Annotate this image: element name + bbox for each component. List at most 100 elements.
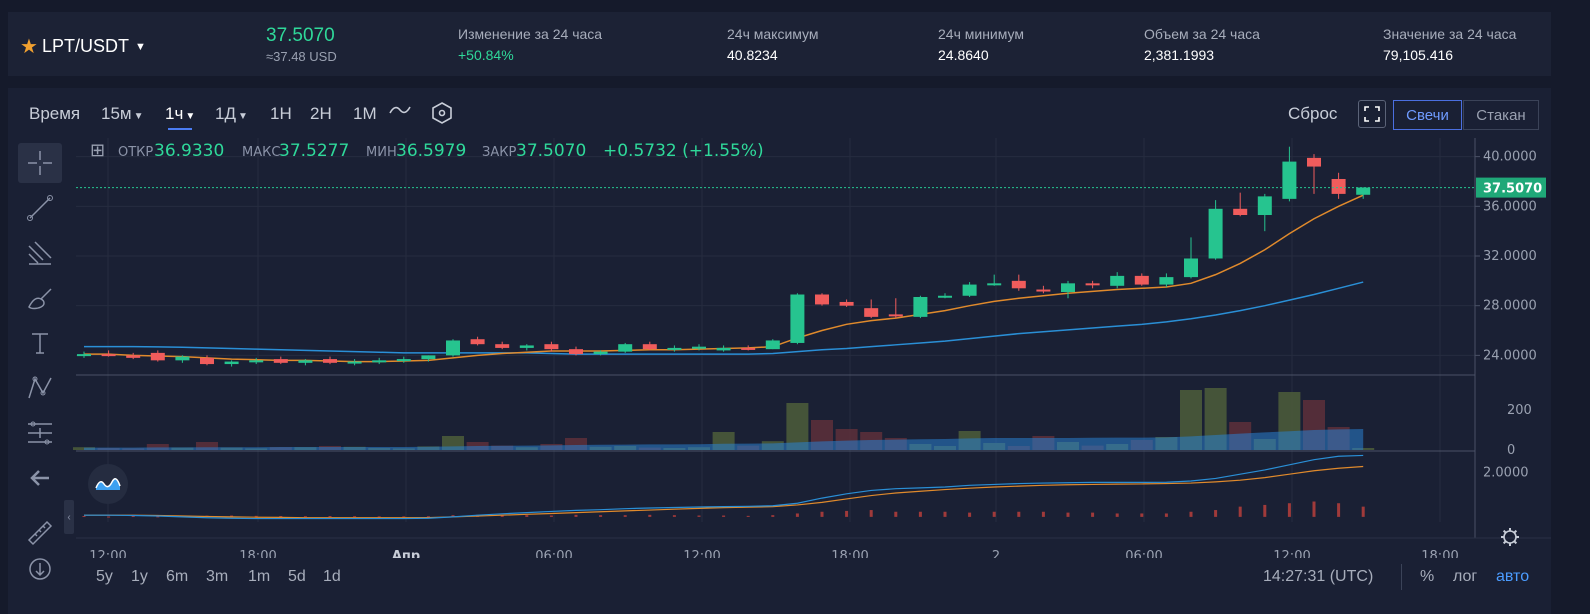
range-6m[interactable]: 6m	[166, 568, 189, 585]
ma-slow-line	[84, 281, 1364, 355]
time-tick-label: 18:00	[239, 549, 276, 558]
indicator-histogram-bar	[1164, 513, 1168, 517]
caret-down-icon[interactable]: ▼	[237, 111, 248, 122]
collapse-tools-icon[interactable]: ‹	[64, 500, 74, 534]
interval-1h[interactable]: 1ч ▼	[165, 104, 195, 124]
indicator-line-fast	[84, 454, 1364, 520]
candle-body	[470, 339, 485, 345]
indicator-histogram-bar	[549, 515, 553, 517]
time-tick-label: 06:00	[1125, 549, 1162, 558]
range-3m[interactable]: 3m	[206, 568, 229, 585]
ohlc-close-value: 37.5070	[516, 141, 586, 161]
range-1d[interactable]: 1d	[323, 568, 341, 585]
candle-body	[77, 354, 91, 357]
candle-body	[1356, 187, 1371, 195]
stat-volume: Объем за 24 часа 2,381.1993	[1144, 26, 1260, 63]
candles-tab[interactable]: Свечи	[1393, 100, 1462, 130]
stat-label: 24ч максимум	[727, 26, 819, 42]
star-icon[interactable]: ★	[20, 36, 38, 58]
range-1m[interactable]: 1m	[248, 568, 271, 585]
candle-body	[888, 314, 903, 317]
candle-body	[1307, 157, 1321, 167]
caret-down-icon[interactable]: ▼	[133, 111, 144, 122]
log-toggle[interactable]: лог	[1453, 568, 1478, 585]
interval-2w[interactable]: 2Н	[310, 104, 332, 123]
indicator-histogram-bar	[943, 511, 947, 517]
settings-gear-icon[interactable]	[1501, 528, 1519, 546]
candle-body	[421, 355, 436, 360]
interval-1mo[interactable]: 1М	[353, 104, 377, 123]
chart-type-line-icon[interactable]	[388, 102, 412, 123]
trend-line-icon[interactable]	[18, 188, 62, 228]
ohlc-high-value: 37.5277	[279, 141, 349, 161]
candle-body	[224, 361, 239, 365]
range-1y[interactable]: 1y	[131, 568, 148, 585]
indicator-histogram-bar	[722, 515, 726, 517]
indicator-histogram-bar	[1214, 510, 1218, 517]
indicator-histogram-bar	[279, 516, 283, 518]
candle-body	[741, 347, 756, 350]
candle-body	[569, 349, 583, 355]
interval-15m[interactable]: 15м ▼	[101, 104, 144, 124]
auto-toggle[interactable]: авто	[1496, 568, 1530, 585]
caret-down-icon[interactable]: ▼	[185, 111, 196, 122]
stat-label: 24ч минимум	[938, 26, 1025, 42]
price-tick-label: 40.0000	[1483, 150, 1537, 165]
interval-label[interactable]: 15м	[101, 104, 132, 123]
caret-down-icon[interactable]: ▼	[134, 40, 146, 53]
indicator-histogram-bar	[697, 515, 701, 517]
pitchfork-icon[interactable]	[18, 233, 62, 273]
volume-bar	[786, 403, 809, 450]
pair-selector[interactable]: ★ LPT/USDT ▼	[20, 34, 146, 59]
indicator-histogram-bar	[623, 515, 627, 517]
fullscreen-icon[interactable]	[1358, 100, 1386, 128]
text-icon[interactable]	[18, 323, 62, 363]
interval-label[interactable]: 1Д	[215, 104, 236, 123]
indicator-histogram-bar	[968, 512, 972, 517]
time-tick-label: 12:00	[1273, 549, 1310, 558]
percent-toggle[interactable]: %	[1420, 568, 1435, 585]
indicator-histogram-bar	[353, 516, 357, 518]
indicators-icon[interactable]	[430, 101, 454, 130]
bottom-bar: 5y 1y 6m 3m 1m 5d 1d 14:27:31 (UTC) % ло…	[8, 558, 1551, 598]
candle-body	[273, 359, 288, 363]
ohlc-close-label: ЗАКР	[482, 145, 516, 160]
candle-body	[593, 351, 608, 355]
range-5d[interactable]: 5d	[288, 568, 306, 585]
candle-body	[519, 345, 534, 348]
indicator-line-slow	[84, 465, 1364, 519]
indicator-histogram-bar	[599, 515, 603, 517]
clock-utc[interactable]: 14:27:31 (UTC)	[1263, 568, 1374, 585]
legend-expand-icon: ⊞	[90, 140, 105, 161]
candle-body	[347, 361, 362, 364]
candle-body	[1208, 208, 1223, 259]
magnet-icon[interactable]	[18, 553, 62, 585]
ruler-icon[interactable]	[18, 513, 62, 553]
indicator-histogram-bar	[1287, 503, 1291, 517]
pattern-icon[interactable]	[18, 368, 62, 408]
candle-body	[716, 347, 731, 351]
interval-1d[interactable]: 1Д ▼	[215, 104, 248, 124]
crosshair-icon[interactable]	[18, 143, 62, 183]
interval-1w[interactable]: 1Н	[270, 104, 292, 123]
interval-label[interactable]: 1ч	[165, 104, 184, 123]
candle-body	[1282, 161, 1297, 199]
measure-icon[interactable]	[18, 413, 62, 453]
chart-canvas[interactable]: 40.0000 36.0000 32.0000 28.0000 24.0000 200 0 2…	[8, 88, 1551, 558]
candle-body	[298, 360, 313, 363]
volume-bar	[196, 442, 218, 450]
back-arrow-icon[interactable]	[18, 458, 62, 498]
candle-body	[1257, 196, 1272, 216]
candle-body	[544, 344, 559, 350]
time-tick-label: 18:00	[831, 549, 868, 558]
reset-button[interactable]: Сброс	[1288, 104, 1338, 123]
pair-name[interactable]: LPT/USDT	[41, 36, 129, 56]
stat-label: Значение за 24 часа	[1383, 26, 1517, 42]
indicator-histogram-bar	[500, 515, 504, 517]
range-5y[interactable]: 5y	[96, 568, 113, 585]
volume-bar	[1180, 390, 1202, 450]
brush-icon[interactable]	[18, 278, 62, 318]
stat-label: Объем за 24 часа	[1144, 26, 1260, 42]
candle-body	[839, 301, 854, 306]
orderbook-tab[interactable]: Стакан	[1463, 100, 1539, 130]
